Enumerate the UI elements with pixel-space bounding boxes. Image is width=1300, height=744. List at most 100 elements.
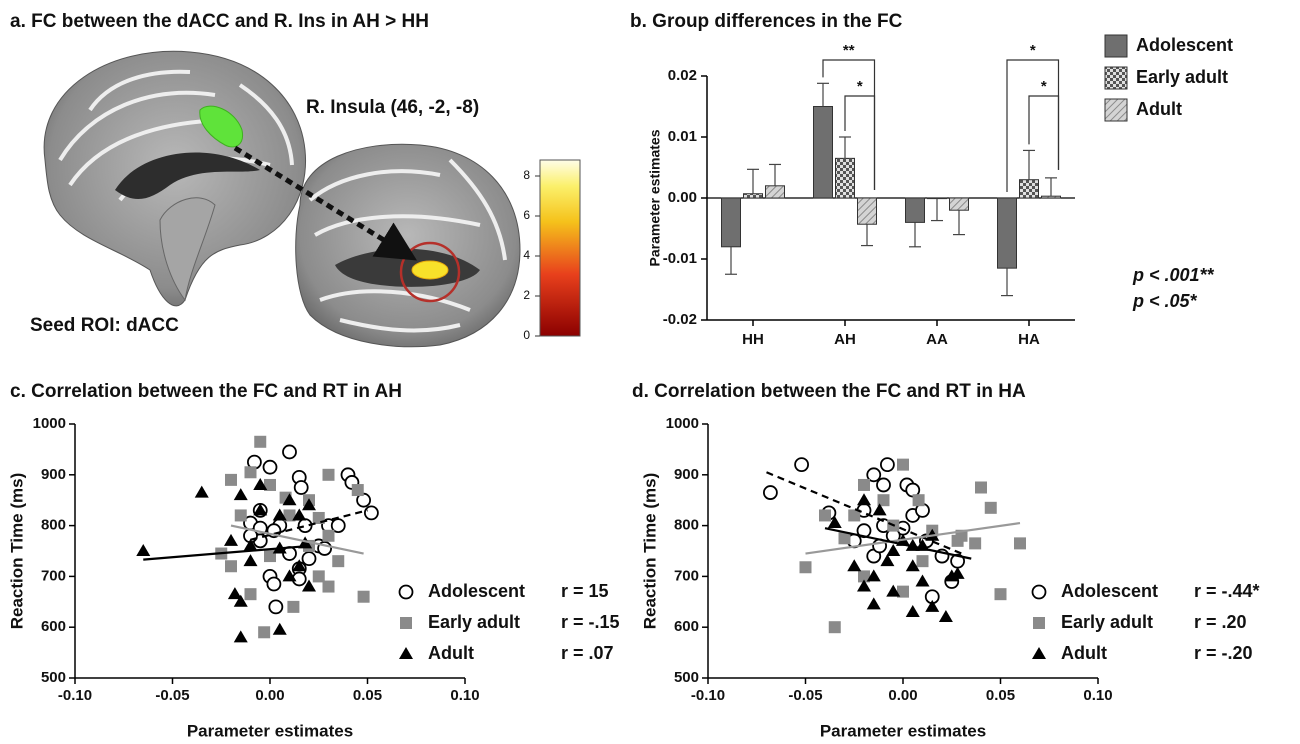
correlation-label: r = -.44* xyxy=(1194,581,1260,601)
chart-title: b. Group differences in the FC xyxy=(630,11,903,32)
point xyxy=(906,605,920,617)
x-tick-label: HA xyxy=(1018,331,1040,348)
correlation-label: r = 15 xyxy=(561,581,609,601)
point xyxy=(225,560,237,572)
point xyxy=(258,626,270,638)
legend-label: Early adult xyxy=(1136,67,1228,87)
p-value-note: p < .001** xyxy=(1132,265,1215,285)
point xyxy=(897,459,909,471)
p-value-note: p < .05* xyxy=(1132,291,1198,311)
legend-swatch xyxy=(1105,99,1127,121)
bar xyxy=(814,107,833,199)
colorbar-gradient xyxy=(540,160,580,336)
point xyxy=(969,537,981,549)
y-tick-label: -0.02 xyxy=(663,311,697,328)
point xyxy=(244,554,258,566)
point xyxy=(847,559,861,571)
y-tick-label: 600 xyxy=(674,618,699,635)
point xyxy=(800,561,812,573)
seed-label: Seed ROI: dACC xyxy=(30,315,179,336)
point xyxy=(952,535,964,547)
y-tick-label: 500 xyxy=(674,669,699,686)
point xyxy=(352,484,364,496)
legend-label: Early adult xyxy=(428,612,520,632)
y-axis-label: Parameter estimates xyxy=(647,129,663,266)
legend-label: Early adult xyxy=(1061,612,1153,632)
legend-label: Adolescent xyxy=(428,581,525,601)
point xyxy=(136,544,150,556)
y-tick-label: 1000 xyxy=(33,415,66,432)
legend-swatch xyxy=(1105,67,1127,89)
y-tick-label: 0.00 xyxy=(668,189,697,206)
point xyxy=(269,600,282,613)
legend-swatch xyxy=(1105,35,1127,57)
x-tick-label: 0.00 xyxy=(255,687,284,704)
point xyxy=(225,474,237,486)
point xyxy=(245,466,257,478)
bar xyxy=(836,158,855,198)
significance-label: ** xyxy=(843,42,855,59)
y-tick-label: 700 xyxy=(674,567,699,584)
point xyxy=(264,461,277,474)
point xyxy=(877,478,890,491)
brain-insula xyxy=(296,144,520,346)
y-tick-label: 600 xyxy=(41,618,66,635)
y-axis-label: Reaction Time (ms) xyxy=(640,473,659,630)
x-tick-label: 0.10 xyxy=(1083,687,1112,704)
point xyxy=(858,479,870,491)
correlation-label: r = -.20 xyxy=(1194,643,1253,663)
x-tick-label: HH xyxy=(742,331,764,348)
significance-label: * xyxy=(857,78,863,95)
legend-label: Adult xyxy=(428,643,474,663)
y-tick-label: 900 xyxy=(41,466,66,483)
point xyxy=(313,570,325,582)
correlation-label: r = .07 xyxy=(561,643,614,663)
x-tick-label: AH xyxy=(834,331,856,348)
colorbar-tick-label: 6 xyxy=(523,208,530,222)
x-tick-label: 0.10 xyxy=(450,687,479,704)
point xyxy=(939,610,953,622)
point xyxy=(323,530,335,542)
y-tick-label: 1000 xyxy=(666,415,699,432)
y-tick-label: 800 xyxy=(41,517,66,534)
point xyxy=(287,601,299,613)
bar xyxy=(1020,180,1039,198)
point xyxy=(254,436,266,448)
y-axis-label: Reaction Time (ms) xyxy=(7,473,26,630)
point xyxy=(995,588,1007,600)
point xyxy=(867,597,881,609)
point xyxy=(267,578,280,591)
figure: a. FC between the dACC and R. Ins in AH … xyxy=(0,0,1300,744)
chart-title: c. Correlation between the FC and RT in … xyxy=(10,381,402,402)
point xyxy=(365,506,378,519)
brain-sagittal xyxy=(44,51,305,306)
bar xyxy=(722,198,741,247)
x-axis-label: Parameter estimates xyxy=(820,721,986,740)
point xyxy=(273,623,287,635)
y-tick-label: -0.01 xyxy=(663,250,697,267)
significance-label: * xyxy=(1041,78,1047,95)
x-tick-label: -0.05 xyxy=(155,687,189,704)
y-tick-label: 0.01 xyxy=(668,128,697,145)
legend-label: Adult xyxy=(1136,99,1182,119)
point xyxy=(283,445,296,458)
bar xyxy=(766,186,785,198)
point xyxy=(303,552,316,565)
legend-marker xyxy=(1033,586,1046,599)
point xyxy=(881,458,894,471)
colorbar-tick-label: 0 xyxy=(523,328,530,342)
correlation-label: r = -.15 xyxy=(561,612,620,632)
bar xyxy=(998,198,1017,268)
y-tick-label: 900 xyxy=(674,466,699,483)
point xyxy=(975,482,987,494)
point xyxy=(1014,537,1026,549)
legend-label: Adult xyxy=(1061,643,1107,663)
bar xyxy=(950,198,969,210)
point xyxy=(857,493,871,505)
colorbar-tick-label: 8 xyxy=(523,168,530,182)
colorbar-tick-label: 2 xyxy=(523,288,530,302)
y-tick-label: 700 xyxy=(41,567,66,584)
point xyxy=(224,534,238,546)
correlation-label: r = .20 xyxy=(1194,612,1247,632)
panel-title: a. FC between the dACC and R. Ins in AH … xyxy=(10,11,429,32)
